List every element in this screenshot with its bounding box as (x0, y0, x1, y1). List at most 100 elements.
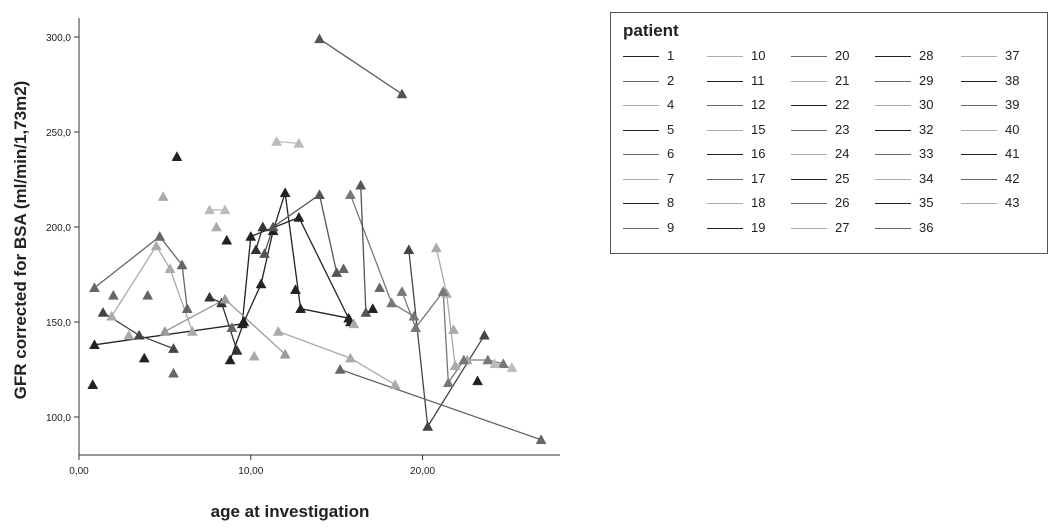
data-point-single (367, 303, 379, 313)
legend-label: 34 (919, 170, 934, 186)
legend-swatch (961, 203, 997, 204)
data-point-single (87, 379, 99, 389)
data-point-16 (458, 354, 470, 365)
legend-label: 27 (835, 219, 850, 235)
data-point-single (221, 234, 233, 245)
data-point-5 (181, 303, 193, 313)
legend-label: 18 (751, 195, 766, 210)
data-point-6 (150, 240, 162, 251)
legend-label: 4 (667, 97, 675, 112)
data-point-single (374, 282, 386, 293)
legend-label: 32 (919, 121, 934, 137)
x-tick-label: 20,00 (410, 466, 435, 477)
x-ticks: 0,00 10,00 20,00 (69, 455, 436, 477)
legend-swatch (707, 129, 743, 131)
legend-label: 37 (1005, 48, 1020, 63)
data-point-5 (176, 259, 188, 270)
data-point-single (142, 289, 154, 300)
data-point-single (248, 350, 260, 361)
legend-label: 21 (835, 72, 850, 88)
legend-label: 23 (835, 121, 850, 137)
data-point-5 (89, 282, 100, 293)
legend-label: 16 (751, 146, 766, 161)
data-point-single (338, 263, 349, 274)
legend-swatch (791, 105, 827, 106)
series-line-13 (360, 185, 367, 313)
series-line-0 (319, 38, 403, 95)
legend-swatch (623, 227, 659, 229)
data-point-3 (293, 211, 305, 222)
data-point-10 (250, 244, 262, 255)
legend-swatch (707, 56, 743, 57)
data-point-17 (334, 363, 346, 374)
data-point-single (226, 322, 238, 332)
legend-label: 9 (667, 219, 675, 235)
data-point-single (123, 329, 135, 340)
data-point-4 (133, 329, 145, 340)
legend-swatch (875, 56, 911, 57)
legend-swatch (791, 154, 827, 155)
legend-label: 33 (919, 146, 934, 161)
legend-swatch (791, 80, 827, 82)
legend-label: 41 (1005, 146, 1020, 161)
legend-swatch (875, 178, 911, 180)
legend-label: 8 (667, 195, 675, 210)
data-point-7 (204, 291, 215, 302)
x-tick-label: 10,00 (238, 466, 263, 477)
y-tick-label: 100,0 (46, 413, 71, 424)
data-point-19 (489, 358, 501, 369)
series-line-1 (276, 140, 299, 145)
data-point-16 (497, 358, 509, 369)
legend-swatch (875, 80, 911, 82)
x-tick-label: 0,00 (69, 466, 89, 477)
legend-label: 43 (1005, 195, 1020, 210)
x-axis-title: age at investigation (211, 502, 370, 521)
legend-label: 10 (751, 48, 766, 63)
legend-swatch (961, 129, 997, 131)
legend-swatch (707, 178, 743, 180)
y-ticks: 100,0 150,0 200,0 250,0 300,0 (46, 33, 79, 424)
legend-swatch (961, 56, 997, 57)
legend-swatch (875, 105, 911, 106)
legend-label: 40 (1005, 121, 1020, 137)
data-point-16 (442, 377, 454, 388)
legend-swatch (961, 105, 997, 106)
data-point-6 (164, 263, 176, 274)
data-point-14 (422, 420, 434, 431)
series-line-14 (408, 249, 485, 429)
data-point-8 (159, 325, 171, 336)
series-line-5 (94, 235, 188, 309)
data-point-19 (506, 362, 518, 372)
data-point-2 (219, 204, 231, 215)
legend-label: 5 (667, 121, 675, 137)
data-point-4 (168, 343, 179, 353)
y-tick-label: 300,0 (46, 33, 71, 44)
data-point-single (348, 318, 360, 329)
series-line-17 (339, 368, 542, 441)
data-point-9 (224, 354, 236, 365)
data-point-9 (255, 278, 267, 289)
data-point-13 (355, 179, 367, 190)
data-point-9 (295, 303, 307, 313)
data-point-12 (408, 310, 420, 321)
data-point-2 (204, 204, 215, 215)
y-tick-label: 200,0 (46, 223, 71, 234)
series-line-9 (229, 192, 349, 361)
legend-label: 38 (1005, 72, 1020, 88)
data-point-12 (344, 189, 356, 199)
legend-title: patient (623, 21, 679, 40)
data-point-16 (396, 286, 408, 296)
data-point-18 (389, 379, 401, 389)
data-point-9 (343, 312, 355, 323)
data-point-15 (430, 242, 442, 253)
chart: 100,0 150,0 200,0 250,0 300,0 0,00 10,00 20,00… (11, 18, 560, 521)
data-point-11 (259, 248, 270, 258)
legend-label: 24 (835, 146, 850, 161)
data-point-single (211, 221, 222, 232)
data-point-10 (257, 221, 269, 232)
data-point-15 (449, 360, 461, 370)
data-point-7 (231, 344, 243, 355)
data-point-14 (478, 329, 490, 340)
legend-label: 29 (919, 72, 934, 88)
series-line-18 (278, 330, 396, 386)
